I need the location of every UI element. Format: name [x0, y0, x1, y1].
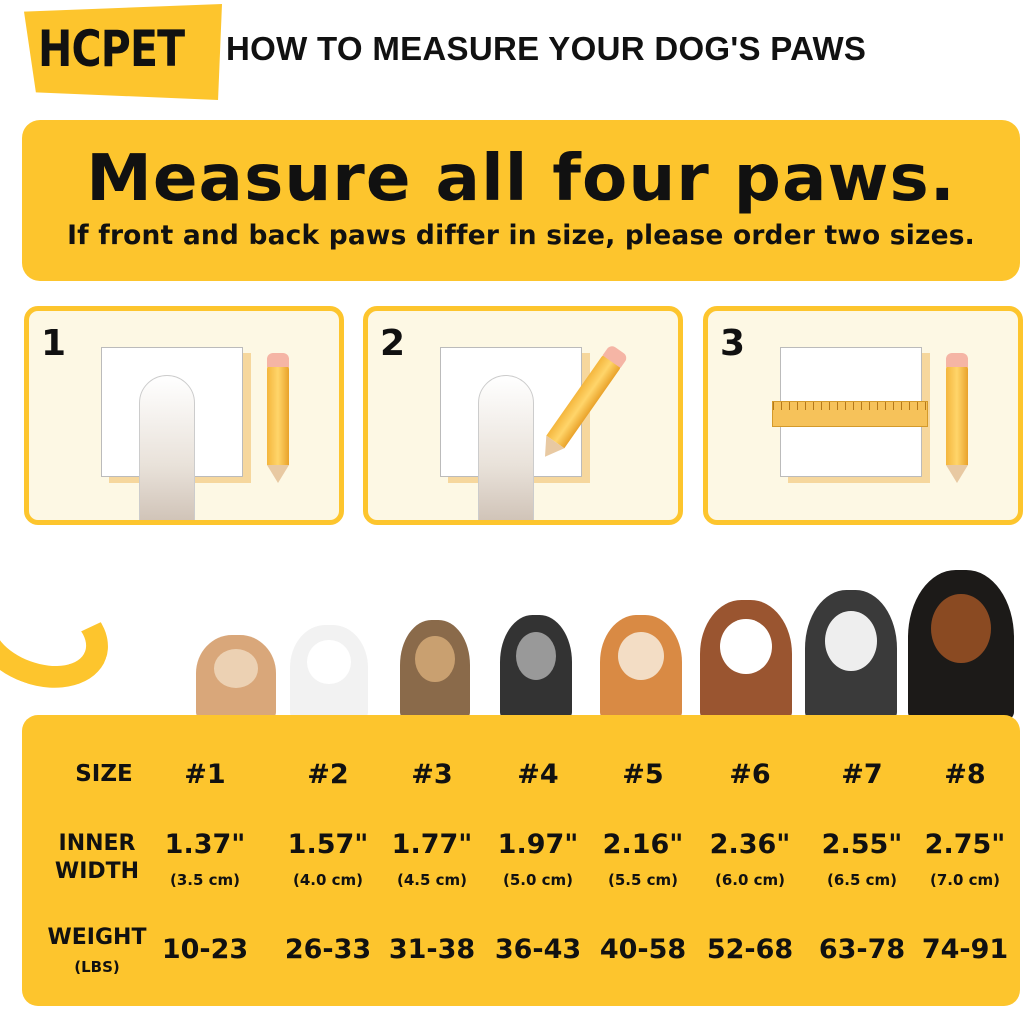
dog-breeds-row	[0, 560, 1024, 720]
weight-range: 36-43	[494, 934, 582, 965]
inner-width-cm: (7.0 cm)	[929, 871, 1001, 889]
weight-range: 10-23	[161, 934, 249, 965]
weight-range: 31-38	[388, 934, 476, 965]
size-label: #5	[622, 759, 664, 790]
page-title: HOW TO MEASURE YOUR DOG'S PAWS	[226, 30, 867, 67]
size-label: #2	[307, 759, 349, 790]
inner-width-inches: 2.75"	[924, 829, 1006, 860]
inner-width-cm: (6.5 cm)	[826, 871, 898, 889]
step-number: 3	[720, 323, 746, 364]
dog-paw-icon	[139, 375, 195, 520]
row-label-size: SIZE	[75, 761, 133, 787]
brand-logo: HCPET	[24, 4, 222, 100]
rottweiler-dog-icon	[908, 570, 1014, 720]
size-label: #1	[184, 759, 226, 790]
row-label-width: WIDTH	[54, 859, 140, 884]
weight-range: 63-78	[818, 934, 906, 965]
inner-width-inches: 1.77"	[391, 829, 473, 860]
weight-range: 40-58	[599, 934, 687, 965]
size-label: #3	[411, 759, 453, 790]
inner-width-inches: 1.37"	[164, 829, 246, 860]
banner-subtitle: If front and back paws differ in size, p…	[67, 220, 975, 251]
pencil-icon	[267, 353, 289, 483]
weight-range: 74-91	[921, 934, 1009, 965]
row-label-inner: INNER	[58, 831, 136, 856]
step-2-panel: 2	[363, 306, 683, 525]
banner-headline: Measure all four paws.	[86, 142, 956, 216]
inner-width-cm: (5.5 cm)	[607, 871, 679, 889]
size-label: #6	[729, 759, 771, 790]
size-label: #7	[841, 759, 883, 790]
inner-width-cm: (5.0 cm)	[502, 871, 574, 889]
bichon-dog-icon	[290, 625, 368, 720]
step-number: 1	[41, 323, 67, 364]
weight-range: 26-33	[284, 934, 372, 965]
inner-width-inches: 1.57"	[287, 829, 369, 860]
pencil-icon	[946, 353, 968, 483]
weight-range: 52-68	[706, 934, 794, 965]
brand-name: HCPET	[38, 20, 185, 78]
inner-width-cm: (6.0 cm)	[714, 871, 786, 889]
row-label-weight: WEIGHT	[47, 925, 147, 950]
step-number: 2	[380, 323, 406, 364]
step-3-panel: 3	[703, 306, 1023, 525]
row-label-lbs: (LBS)	[74, 958, 120, 976]
inner-width-inches: 2.55"	[821, 829, 903, 860]
inner-width-inches: 2.36"	[709, 829, 791, 860]
inner-width-cm: (3.5 cm)	[169, 871, 241, 889]
husky-dog-icon	[805, 590, 897, 720]
inner-width-inches: 1.97"	[497, 829, 579, 860]
inner-width-cm: (4.0 cm)	[292, 871, 364, 889]
instruction-banner: Measure all four paws. If front and back…	[22, 120, 1020, 281]
schnauzer-dog-icon	[500, 615, 572, 720]
inner-width-cm: (4.5 cm)	[396, 871, 468, 889]
ruler-icon	[772, 401, 928, 427]
chihuahua-dog-icon	[196, 635, 276, 720]
australian-shepherd-dog-icon	[700, 600, 792, 720]
size-chart: SIZE INNER WIDTH WEIGHT (LBS) #1 1.37" (3.…	[22, 715, 1020, 1006]
step-1-panel: 1	[24, 306, 344, 525]
inner-width-inches: 2.16"	[602, 829, 684, 860]
size-label: #8	[944, 759, 986, 790]
yorkie-dog-icon	[400, 620, 470, 720]
size-label: #4	[517, 759, 559, 790]
shiba-dog-icon	[600, 615, 682, 720]
dog-paw-icon	[478, 375, 534, 520]
